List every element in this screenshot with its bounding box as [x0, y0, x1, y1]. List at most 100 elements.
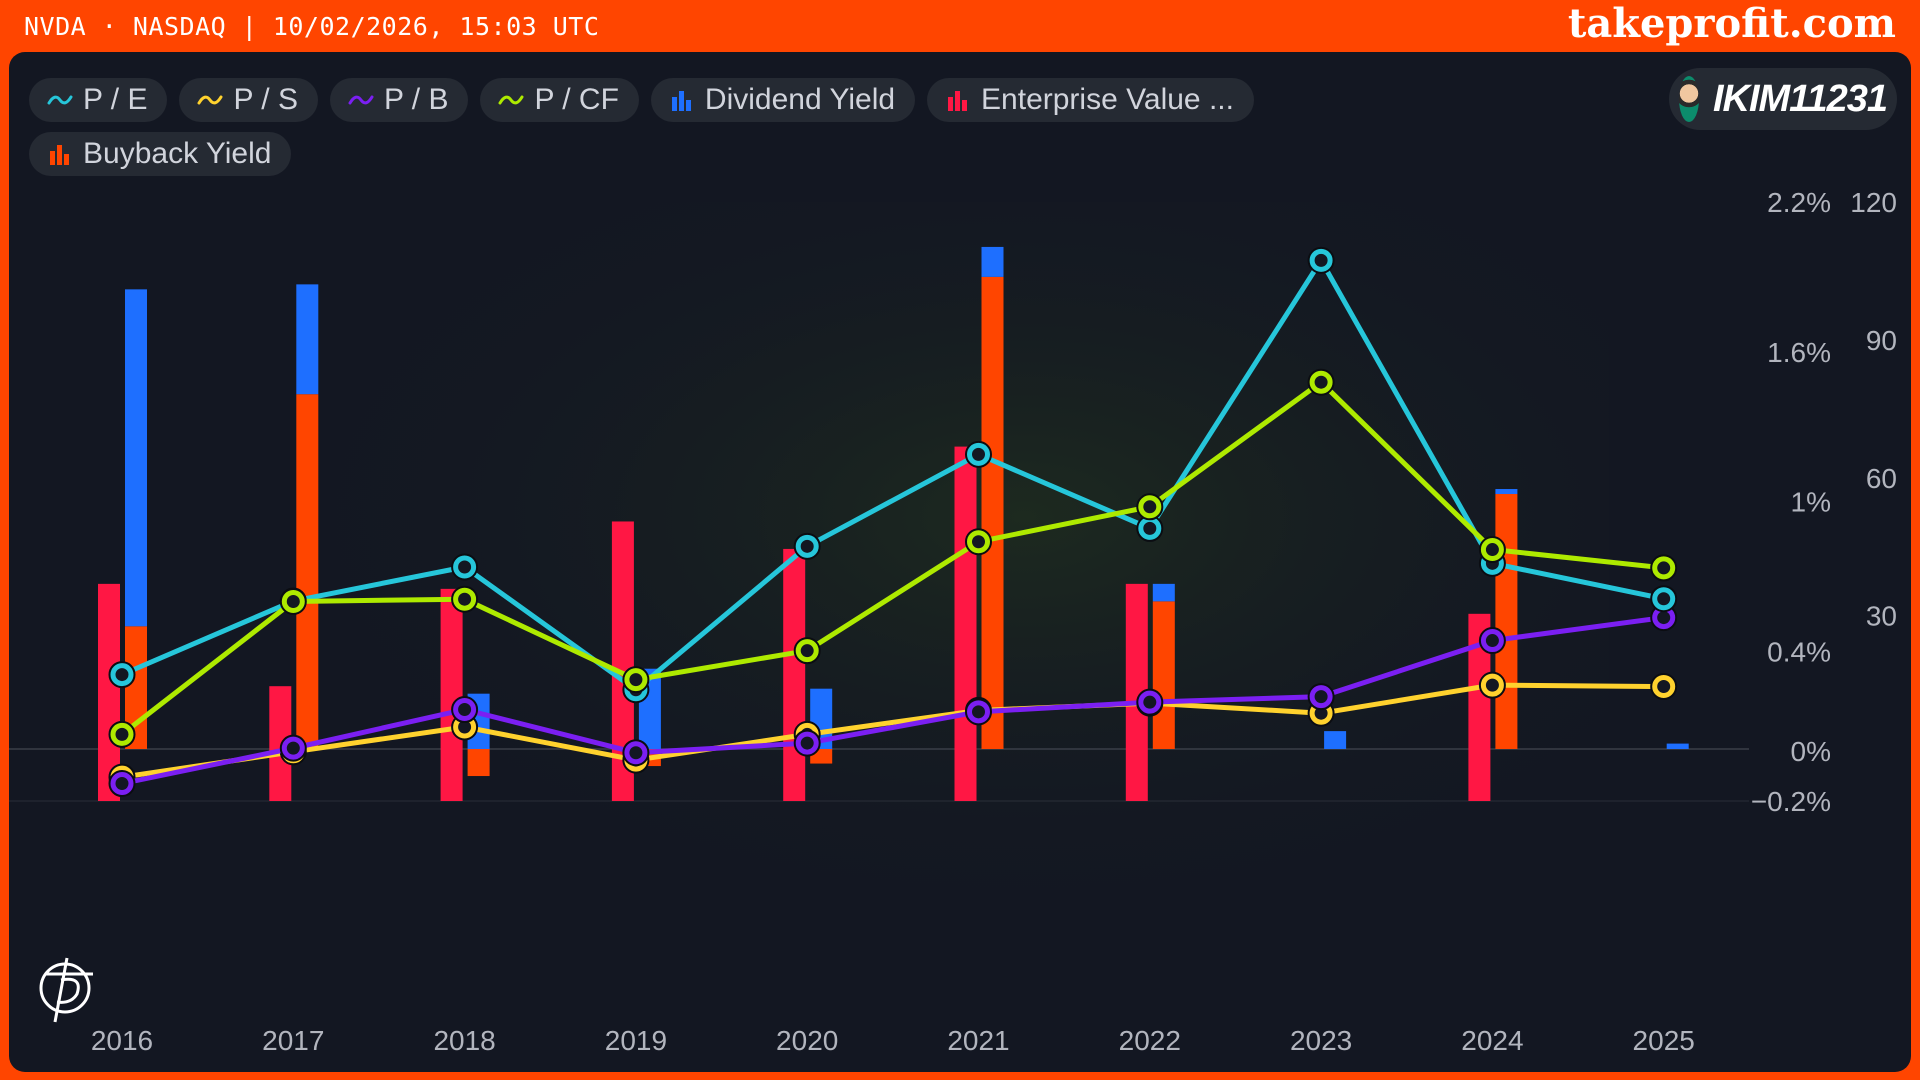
legend-item-label: P / B: [383, 83, 449, 116]
pcf-point: [624, 668, 648, 692]
pb-point: [1480, 629, 1504, 653]
legend-item-dividend-yield[interactable]: Dividend Yield: [650, 78, 916, 122]
pe-point: [967, 442, 990, 466]
pcf-point: [1138, 495, 1162, 519]
right-axis-tick-label: 30: [1866, 601, 1897, 632]
legend-item-buyback-yield[interactable]: Buyback Yield: [29, 132, 292, 176]
pe-point: [1138, 516, 1162, 540]
pb-point: [1138, 690, 1162, 714]
pb-point: [624, 741, 648, 765]
x-axis-tick-label: 2020: [776, 1025, 838, 1056]
legend-item-label: Buyback Yield: [83, 137, 272, 170]
pe-point: [795, 534, 819, 558]
legend-item-p-e[interactable]: P / E: [29, 78, 168, 122]
chart-canvas[interactable]: 2.2% 1.6% 1% 0.4% 0% −0.2% 120 90 60 30 2016 2017 20…: [9, 52, 1911, 1072]
ps-line: [121, 682, 1664, 780]
right-axis-tick-label: 60: [1866, 463, 1897, 494]
pe-point: [110, 663, 134, 687]
legend: P / E P / S P / B P / CF Dividend Yield Enter…: [29, 78, 1349, 176]
line-icon: [498, 95, 524, 105]
bar-icon: [671, 91, 691, 111]
bar-icon: [948, 91, 968, 111]
legend-item-label: Enterprise Value ...: [981, 83, 1234, 116]
x-axis-tick-label: 2022: [1119, 1025, 1181, 1056]
pcf-point: [967, 530, 990, 554]
pe-point: [453, 555, 477, 579]
pcf-point: [1480, 538, 1504, 562]
dividend-bar: [1495, 489, 1518, 495]
left-axis-tick-label: 1.6%: [1767, 337, 1831, 368]
x-axis-tick-label: 2025: [1633, 1025, 1695, 1056]
legend-item-enterprise-value[interactable]: Enterprise Value ...: [927, 78, 1254, 122]
brand-logo-text[interactable]: takeprofit.com: [1567, 0, 1896, 47]
right-axis-tick-label: 120: [1850, 187, 1897, 218]
buyback-bar: [981, 276, 1004, 749]
pb-point: [1309, 685, 1333, 709]
buyback-bar: [467, 749, 490, 777]
user-badge[interactable]: IKIM11231: [1669, 68, 1897, 130]
buyback-bar: [1495, 494, 1518, 749]
right-axis-tick-label: 90: [1866, 325, 1897, 356]
bar-icon: [50, 145, 69, 165]
dividend-bar: [1152, 583, 1175, 602]
line-icon: [197, 95, 223, 105]
x-axis-tick-label: 2019: [605, 1025, 667, 1056]
x-axis-tick-label: 2023: [1290, 1025, 1352, 1056]
legend-item-p-s[interactable]: P / S: [179, 78, 318, 122]
pb-point: [281, 736, 305, 760]
ev-bar: [440, 588, 463, 801]
x-axis-tick-label: 2017: [262, 1025, 324, 1056]
pb-line: [121, 615, 1665, 786]
left-axis-tick-label: 0.4%: [1767, 636, 1831, 667]
user-avatar-icon[interactable]: [1679, 76, 1699, 122]
legend-item-p-b[interactable]: P / B: [329, 78, 469, 122]
ev-bar: [1468, 613, 1491, 801]
line-icon: [348, 95, 374, 105]
pe-line: [121, 257, 1665, 693]
legend-item-p-cf[interactable]: P / CF: [480, 78, 639, 122]
pcf-line: [120, 379, 1664, 737]
ev-bar: [783, 548, 806, 801]
ev-bar: [269, 686, 292, 801]
ev-bar: [611, 521, 634, 801]
chart-panel: 2.2% 1.6% 1% 0.4% 0% −0.2% 120 90 60 30 2016 2017 20…: [9, 52, 1911, 1072]
ps-point: [1480, 673, 1504, 697]
pb-point: [967, 700, 990, 724]
pb-point: [110, 772, 134, 796]
takeprofit-logo-icon: [39, 957, 93, 1023]
x-axis-tick-label: 2024: [1461, 1025, 1523, 1056]
ev-bar: [954, 446, 977, 801]
left-axis-tick-label: 0%: [1791, 736, 1831, 767]
line-icon: [47, 95, 73, 105]
x-axis-tick-label: 2018: [433, 1025, 495, 1056]
pcf-point: [453, 587, 477, 611]
pe-point: [1652, 587, 1676, 611]
pcf-point: [1652, 556, 1676, 580]
dividend-bar: [296, 284, 319, 395]
legend-item-label: Dividend Yield: [704, 83, 896, 116]
dividend-bar: [981, 246, 1004, 277]
top-bar: NVDA · NASDAQ | 10/02/2026, 15:03 UTC ta…: [0, 0, 1920, 52]
legend-item-label: P / E: [83, 83, 148, 116]
pcf-point: [795, 639, 819, 663]
left-axis-tick-label: −0.2%: [1751, 786, 1831, 817]
legend-item-label: P / S: [233, 83, 298, 116]
pcf-point: [110, 722, 134, 746]
buyback-bar: [1152, 601, 1175, 749]
ev-bar: [98, 583, 120, 801]
dividend-bar: [1666, 743, 1689, 749]
left-axis-tick-label: 1%: [1791, 487, 1831, 518]
dividend-bar: [1324, 731, 1347, 749]
pe-point: [1309, 248, 1333, 272]
ev-bar: [1125, 583, 1148, 801]
pcf-point: [1309, 370, 1333, 394]
pb-point: [453, 698, 477, 722]
legend-item-label: P / CF: [534, 83, 619, 116]
pcf-point: [281, 589, 305, 613]
username: IKIM11231: [1712, 77, 1888, 120]
ticker-info: NVDA · NASDAQ | 10/02/2026, 15:03 UTC: [24, 12, 600, 41]
dividend-bar: [125, 289, 147, 627]
ps-point: [1652, 675, 1676, 699]
x-axis-tick-label: 2016: [91, 1025, 153, 1056]
buyback-bar: [296, 394, 319, 749]
